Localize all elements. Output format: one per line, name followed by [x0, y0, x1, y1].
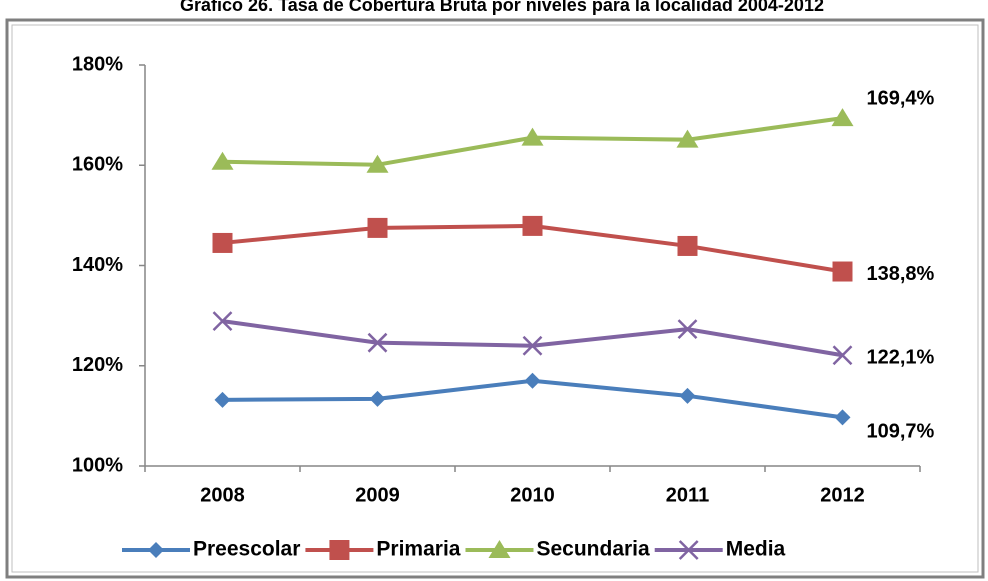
y-tick-label: 160% — [72, 154, 123, 176]
marker — [212, 232, 233, 253]
marker — [831, 108, 854, 127]
x-tick-label: 2012 — [820, 484, 865, 506]
legend-marker — [678, 540, 699, 560]
chart-frame — [5, 18, 985, 579]
legend-marker — [488, 540, 511, 558]
legend-label: Media — [726, 538, 786, 561]
marker — [211, 151, 234, 170]
data-label: 169,4% — [867, 87, 935, 109]
legend-marker — [148, 542, 164, 558]
marker — [522, 335, 543, 356]
legend-label: Preescolar — [193, 538, 300, 561]
marker — [524, 372, 541, 389]
x-tick-label: 2011 — [666, 484, 709, 506]
marker — [522, 215, 543, 236]
marker — [677, 235, 698, 256]
marker — [367, 332, 388, 353]
data-label: 109,7% — [867, 421, 935, 443]
marker — [212, 311, 233, 332]
marker — [676, 129, 699, 148]
legend-marker — [329, 540, 350, 560]
data-label: 138,8% — [867, 263, 935, 285]
legend-label: Primaria — [376, 538, 460, 561]
marker — [214, 391, 231, 408]
legend: Preescolar Primaria Secundaria Media — [122, 538, 786, 561]
x-tick-label: 2008 — [200, 484, 245, 506]
marker — [366, 154, 389, 173]
marker — [832, 261, 853, 282]
x-tick-label: 2009 — [355, 484, 400, 506]
marker — [834, 409, 851, 426]
y-tick-label: 140% — [72, 254, 123, 276]
marker — [677, 319, 698, 340]
marker — [367, 217, 388, 238]
y-tick-label: 100% — [72, 454, 123, 476]
marker — [521, 127, 544, 146]
y-tick-label: 120% — [72, 354, 123, 376]
chart-title: Gráfico 26. Tasa de Cobertura Bruta por … — [180, 0, 824, 15]
y-tick-label: 180% — [72, 53, 123, 75]
legend-label: Secundaria — [536, 538, 650, 561]
x-tick-label: 2010 — [510, 484, 555, 506]
marker — [369, 390, 386, 407]
data-label: 122,1% — [867, 347, 935, 369]
chart-frame-inner — [11, 24, 979, 573]
marker — [832, 345, 853, 366]
marker — [679, 387, 696, 404]
